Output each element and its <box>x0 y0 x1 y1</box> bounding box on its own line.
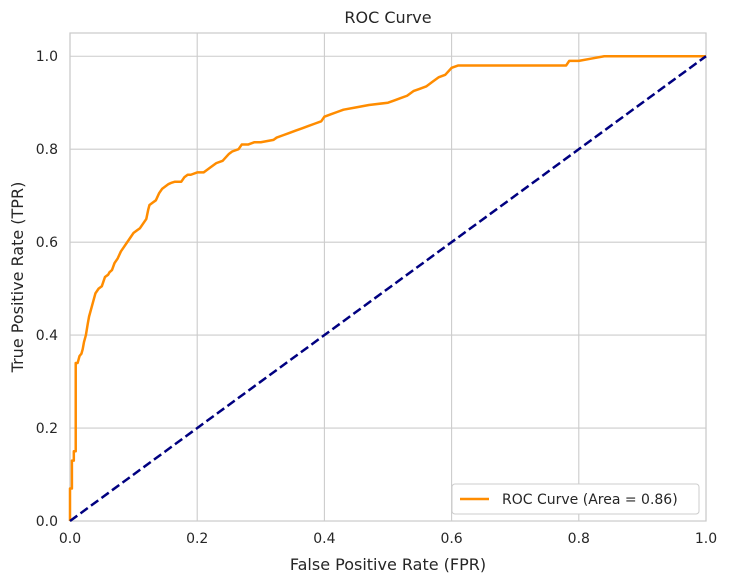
y-axis-title: True Positive Rate (TPR) <box>8 182 27 374</box>
y-tick-label: 0.4 <box>36 328 58 344</box>
legend-box <box>451 483 700 515</box>
grid-lines <box>69 33 707 522</box>
x-axis-title: False Positive Rate (FPR) <box>290 555 486 574</box>
series-layer <box>68 54 707 523</box>
tick-labels: 0.0 0.2 0.4 0.6 0.8 1.0 0.0 0.2 0.4 0.6 0.8 1.0 <box>36 49 717 547</box>
x-tick-label: 0.0 <box>59 531 81 547</box>
chance-diagonal-line <box>69 55 707 523</box>
y-tick-label: 0.6 <box>36 235 58 251</box>
x-tick-label: 0.2 <box>186 531 208 547</box>
y-tick-label: 0.0 <box>36 514 58 530</box>
legend-label-roc: ROC Curve (Area = 0.86) <box>502 492 678 508</box>
plot-frame <box>69 32 707 522</box>
roc-curve-line <box>68 54 706 521</box>
y-tick-label: 0.2 <box>36 421 58 437</box>
legend: ROC Curve (Area = 0.86) <box>451 483 700 515</box>
x-tick-label: 0.6 <box>440 531 462 547</box>
x-tick-label: 0.4 <box>313 531 335 547</box>
y-tick-label: 0.8 <box>36 142 58 158</box>
chart-title: ROC Curve <box>344 8 431 27</box>
x-tick-label: 1.0 <box>695 531 717 547</box>
x-tick-label: 0.8 <box>568 531 590 547</box>
y-tick-label: 1.0 <box>36 49 58 65</box>
